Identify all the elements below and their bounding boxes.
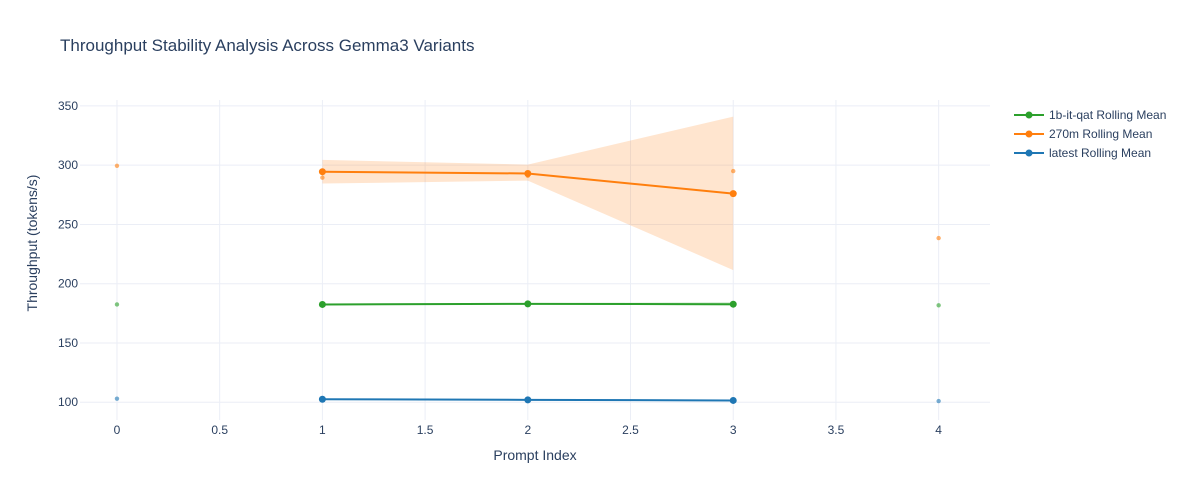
legend-item-1b-it-qat-rolling-mean[interactable]: 1b-it-qat Rolling Mean: [1014, 108, 1166, 122]
y-tick-labels: 100 150 200 250 300 350: [58, 99, 78, 409]
x-tick-label: 1: [319, 423, 326, 437]
latest-rolling-mean-marker: [318, 395, 326, 403]
legend-swatch-marker: [1025, 130, 1033, 138]
x-axis-label: Prompt Index: [493, 447, 576, 463]
latest-rolling-mean-raw-point: [936, 398, 941, 404]
rolling-mean-lines: [318, 168, 737, 404]
1b-it-qat-rolling-mean-raw-point: [936, 303, 941, 308]
legend-item-270m-rolling-mean[interactable]: 270m Rolling Mean: [1014, 127, 1152, 141]
270m-rolling-mean-band: [322, 116, 734, 271]
270m-rolling-mean-raw-point: [936, 235, 941, 241]
latest-rolling-mean-marker: [524, 396, 532, 404]
270m-rolling-mean-raw-point: [114, 163, 120, 168]
y-tick-label: 200: [58, 277, 78, 291]
y-tick-label: 350: [58, 99, 78, 113]
legend-label: latest Rolling Mean: [1049, 146, 1151, 160]
chart-title: Throughput Stability Analysis Across Gem…: [60, 36, 474, 55]
legend-label: 1b-it-qat Rolling Mean: [1049, 108, 1166, 122]
270m-rolling-mean-raw-point: [731, 168, 736, 174]
y-tick-label: 150: [58, 336, 78, 350]
legend-swatch-marker: [1025, 149, 1033, 157]
270m-rolling-mean-marker: [729, 190, 737, 198]
1b-it-qat-rolling-mean-marker: [729, 300, 737, 308]
x-tick-label: 4: [935, 423, 942, 437]
x-tick-label: 1.5: [417, 423, 434, 437]
legend-swatch-marker: [1025, 111, 1033, 119]
270m-rolling-mean-marker: [318, 168, 326, 176]
270m-rolling-mean-raw-point: [320, 175, 325, 180]
1b-it-qat-rolling-mean-marker: [318, 300, 326, 308]
1b-it-qat-rolling-mean-raw-point: [114, 302, 120, 307]
x-tick-label: 3: [730, 423, 737, 437]
legend: 1b-it-qat Rolling Mean 270m Rolling Mean l…: [1014, 108, 1166, 160]
x-tick-label: 0: [114, 423, 121, 437]
x-tick-label: 2.5: [622, 423, 639, 437]
x-tick-label: 0.5: [211, 423, 228, 437]
1b-it-qat-rolling-mean-marker: [524, 300, 532, 308]
x-tick-labels: 0 0.5 1 1.5 2 2.5 3 3.5 4: [114, 423, 943, 437]
y-axis-label: Throughput (tokens/s): [24, 175, 40, 312]
x-tick-label: 3.5: [828, 423, 845, 437]
y-tick-label: 300: [58, 158, 78, 172]
y-tick-label: 100: [58, 395, 78, 409]
latest-rolling-mean-raw-point: [114, 396, 120, 401]
x-tick-label: 2: [524, 423, 531, 437]
latest-rolling-mean-marker: [729, 396, 737, 404]
270m-rolling-mean-marker: [524, 169, 532, 177]
legend-item-latest-rolling-mean[interactable]: latest Rolling Mean: [1014, 146, 1151, 160]
legend-label: 270m Rolling Mean: [1049, 127, 1152, 141]
grid: [80, 100, 990, 420]
y-tick-label: 250: [58, 217, 78, 231]
